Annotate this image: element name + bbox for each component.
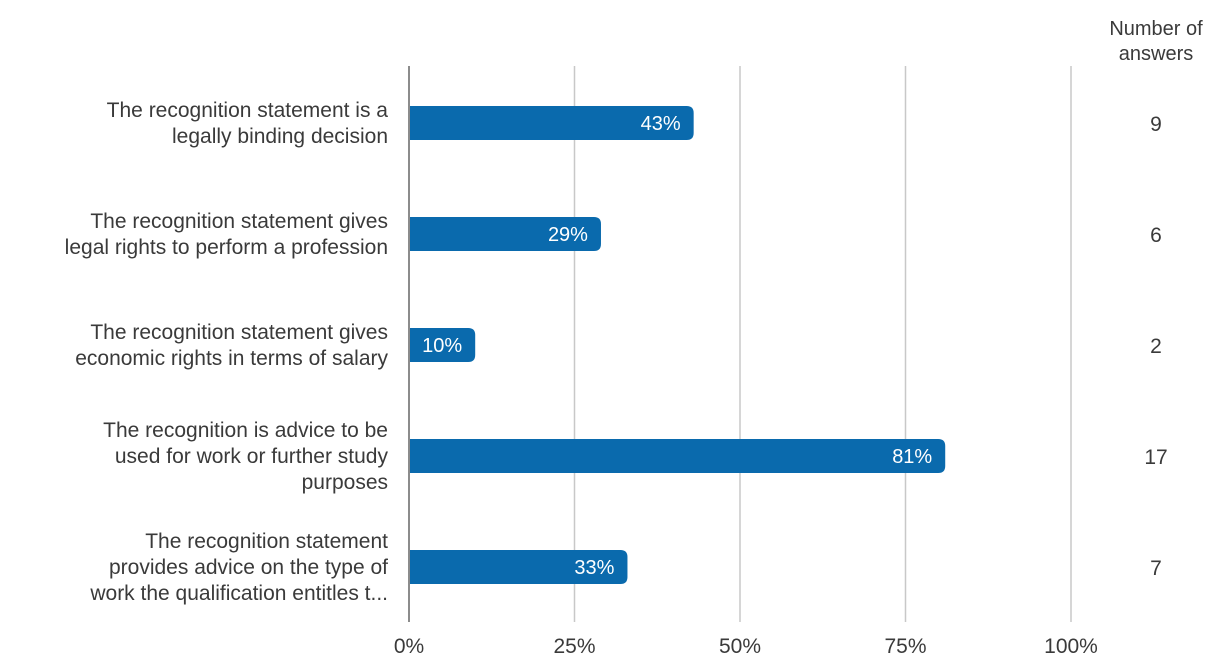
category-label-line: legal rights to perform a profession (65, 236, 388, 259)
answer-count: 7 (1150, 557, 1162, 580)
category-label: The recognition statement gives economic … (75, 321, 388, 370)
category-label-line: The recognition statement gives (90, 321, 388, 344)
category-label-line: economic rights in terms of salary (75, 347, 388, 370)
bar (409, 439, 946, 473)
category-label-line: The recognition statement is a (107, 99, 389, 122)
bar (409, 328, 476, 362)
bar-value-label: 10% (422, 335, 462, 357)
category-label-line: work the qualification entitles t... (89, 582, 388, 605)
category-label-line: provides advice on the type of (109, 556, 388, 579)
category-label-line: legally binding decision (172, 125, 388, 148)
category-labels: The recognition statement is a legally bi… (65, 99, 389, 605)
answer-counts: 9 6 2 17 7 Number of answers (1109, 18, 1203, 580)
x-tick-label: 25% (553, 635, 595, 655)
category-label-line: The recognition statement gives (90, 210, 388, 233)
answer-count: 6 (1150, 224, 1162, 247)
bar-value-label: 29% (548, 224, 588, 246)
x-tick-label: 50% (719, 635, 761, 655)
answer-count-header: Number of (1109, 18, 1203, 40)
x-tick-label: 100% (1044, 635, 1098, 655)
x-tick-label: 0% (394, 635, 424, 655)
bar (409, 106, 694, 140)
bar (409, 217, 601, 251)
x-tick-labels: 0% 25% 50% 75% 100% (394, 635, 1098, 655)
gridlines (573, 66, 1072, 622)
bar-value-label: 33% (574, 557, 614, 579)
category-label-line: used for work or further study (115, 445, 389, 468)
category-label: The recognition is advice to be used for … (103, 419, 388, 494)
answer-count: 9 (1150, 113, 1162, 136)
category-label-line: The recognition statement (145, 530, 388, 553)
bar (409, 550, 628, 584)
answer-count: 17 (1144, 446, 1167, 469)
bar-value-label: 81% (892, 446, 932, 468)
category-label-line: purposes (302, 471, 388, 494)
category-label: The recognition statement is a legally bi… (107, 99, 389, 148)
answer-count: 2 (1150, 335, 1162, 358)
category-label-line: The recognition is advice to be (103, 419, 388, 442)
bars: 43% 29% 10% 81% 33% (409, 106, 946, 584)
category-label: The recognition statement provides advice… (89, 530, 388, 605)
bar-value-label: 43% (641, 113, 681, 135)
category-label: The recognition statement gives legal rig… (65, 210, 388, 259)
answer-count-header: answers (1119, 43, 1193, 65)
x-tick-label: 75% (884, 635, 926, 655)
